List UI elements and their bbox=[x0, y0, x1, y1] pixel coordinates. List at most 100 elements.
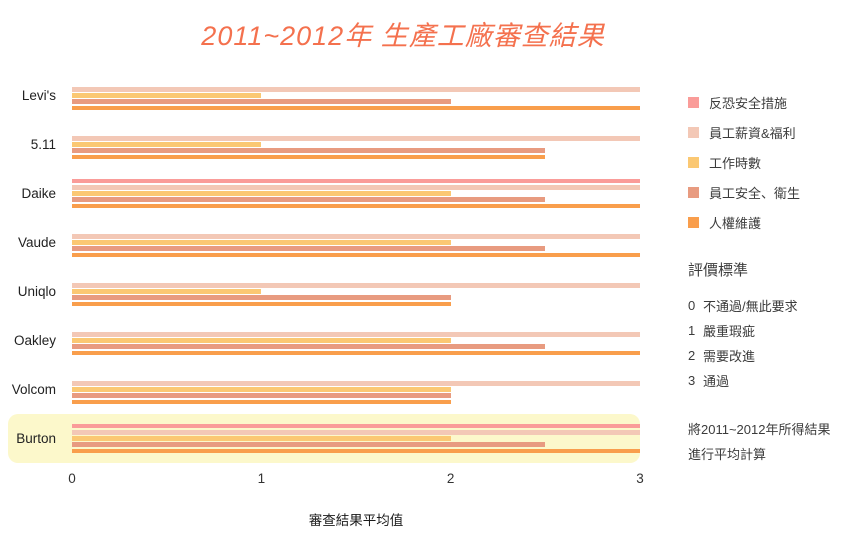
criteria-text: 嚴重瑕疵 bbox=[703, 324, 756, 339]
bar bbox=[72, 184, 640, 190]
bar-stack bbox=[72, 228, 640, 258]
bar bbox=[72, 429, 640, 435]
bar bbox=[72, 387, 451, 392]
bar-row bbox=[72, 86, 640, 92]
bar-row bbox=[72, 436, 640, 441]
category-label: Oakley bbox=[13, 333, 56, 348]
bar-row bbox=[72, 240, 640, 245]
legend-item: 人權維護 bbox=[688, 207, 847, 237]
note-line: 進行平均計算 bbox=[688, 447, 767, 462]
bar-row bbox=[72, 228, 640, 233]
bar-row bbox=[72, 252, 640, 258]
bar-group: Oakley bbox=[8, 316, 640, 365]
category-label: 5.11 bbox=[30, 137, 56, 152]
legend: 反恐安全措施 員工薪資&福利 工作時數 員工安全、衛生 人權維護 bbox=[688, 87, 847, 237]
criteria-heading: 評價標準 bbox=[688, 262, 749, 279]
calculation-note: 將2011~2012年所得結果 進行平均計算 bbox=[688, 417, 847, 467]
bar bbox=[72, 148, 546, 154]
bar bbox=[72, 344, 546, 350]
legend-swatch-icon bbox=[688, 216, 699, 228]
bar bbox=[72, 393, 451, 399]
criteria-list: 0 不通過/無此要求 1 嚴重瑕疵 2 需要改進 3 通過 bbox=[688, 293, 847, 393]
bar bbox=[72, 331, 640, 337]
category-label: Vaude bbox=[17, 235, 56, 250]
criteria-score: 2 bbox=[688, 348, 696, 363]
bar bbox=[72, 142, 262, 147]
bar-row bbox=[72, 344, 640, 350]
bar-row bbox=[72, 442, 640, 448]
legend-label: 員工安全、衛生 bbox=[709, 185, 801, 201]
bar-row bbox=[72, 387, 640, 392]
bar-stack bbox=[72, 130, 640, 160]
legend-swatch-icon bbox=[688, 156, 699, 168]
bar-row bbox=[72, 399, 640, 405]
legend-label: 人權維護 bbox=[709, 215, 762, 231]
bar-row bbox=[72, 277, 640, 282]
bar bbox=[72, 295, 451, 301]
legend-item: 員工薪資&福利 bbox=[688, 117, 847, 147]
bar bbox=[72, 178, 640, 184]
bar bbox=[72, 191, 451, 196]
bar-row bbox=[72, 148, 640, 154]
bar bbox=[72, 86, 640, 92]
category-label: Uniqlo bbox=[17, 284, 56, 299]
bar-row bbox=[72, 338, 640, 343]
criteria-text: 需要改進 bbox=[703, 349, 756, 364]
bar bbox=[72, 240, 451, 245]
bar-row bbox=[72, 423, 640, 429]
bar-row bbox=[72, 295, 640, 301]
content: Levi's 5.11 Daike Vaude Uniqlo Oakley Volcom Bu… bbox=[8, 71, 847, 529]
bar-stack bbox=[72, 375, 640, 405]
bar-row bbox=[72, 81, 640, 86]
bar-group: Daike bbox=[8, 169, 640, 218]
bar bbox=[72, 442, 546, 448]
criteria-item: 2 需要改進 bbox=[688, 343, 847, 368]
bar bbox=[72, 99, 451, 105]
bar-row bbox=[72, 380, 640, 386]
bar-row bbox=[72, 331, 640, 337]
criteria-item: 1 嚴重瑕疵 bbox=[688, 318, 847, 343]
criteria-text: 不通過/無此要求 bbox=[703, 299, 798, 314]
bar bbox=[72, 448, 640, 454]
bar-groups: Levi's 5.11 Daike Vaude Uniqlo Oakley Volcom Bu… bbox=[8, 71, 640, 463]
bar-stack bbox=[72, 277, 640, 307]
bar-row bbox=[72, 93, 640, 98]
legend-label: 員工薪資&福利 bbox=[709, 125, 796, 141]
bar bbox=[72, 246, 546, 252]
criteria-item: 0 不通過/無此要求 bbox=[688, 293, 847, 318]
bar-row bbox=[72, 282, 640, 288]
x-axis: 0 1 2 3 bbox=[68, 471, 644, 493]
bar bbox=[72, 252, 640, 258]
bar bbox=[72, 135, 640, 141]
bar-row bbox=[72, 154, 640, 160]
criteria-text: 通過 bbox=[703, 374, 730, 389]
bar bbox=[72, 93, 262, 98]
bar-row bbox=[72, 233, 640, 239]
criteria-score: 0 bbox=[688, 298, 696, 313]
legend-item: 反恐安全措施 bbox=[688, 87, 847, 117]
bar-row bbox=[72, 203, 640, 209]
bar bbox=[72, 399, 451, 405]
bar bbox=[72, 282, 640, 288]
bar-row bbox=[72, 350, 640, 356]
criteria-score: 3 bbox=[688, 373, 696, 388]
category-label: Burton bbox=[16, 431, 56, 446]
bar-row bbox=[72, 375, 640, 380]
bar-row bbox=[72, 184, 640, 190]
bar bbox=[72, 423, 640, 429]
axis-tick-label: 0 bbox=[68, 471, 76, 486]
axis-tick-label: 3 bbox=[636, 471, 644, 486]
bar bbox=[72, 154, 546, 160]
bar-row bbox=[72, 191, 640, 196]
bar-group: Levi's bbox=[8, 71, 640, 120]
category-label: Levi's bbox=[21, 88, 56, 103]
bar bbox=[72, 338, 451, 343]
bar-row bbox=[72, 197, 640, 203]
x-axis-title: 審查結果平均值 bbox=[308, 513, 404, 528]
bar bbox=[72, 203, 640, 209]
chart-title: 2011~2012年 生產工廠審查結果 bbox=[201, 21, 605, 51]
category-label: Volcom bbox=[11, 382, 56, 397]
legend-swatch-icon bbox=[688, 186, 699, 198]
bar-group: 5.11 bbox=[8, 120, 640, 169]
bar-stack bbox=[72, 178, 640, 209]
